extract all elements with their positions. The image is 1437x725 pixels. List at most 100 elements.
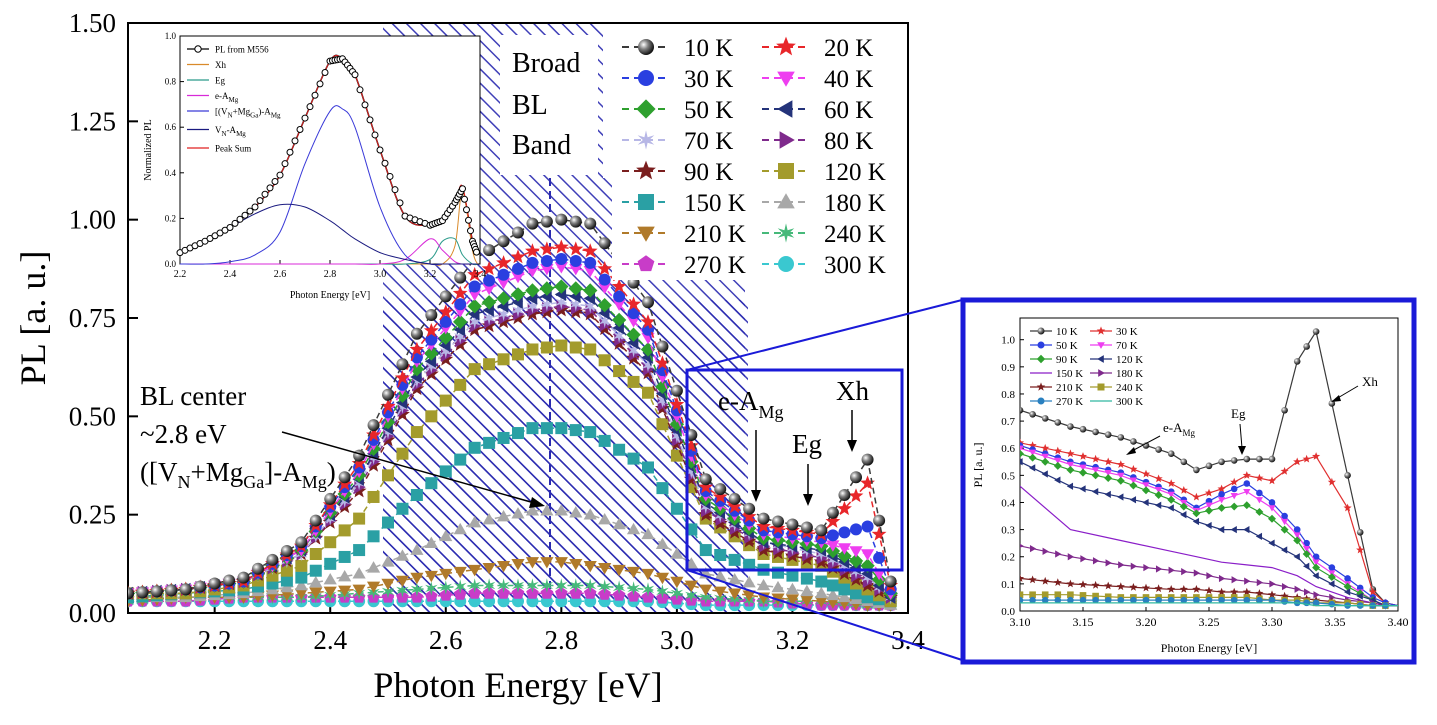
data-point	[453, 314, 468, 330]
data-point	[598, 282, 612, 295]
inset-right-data-point	[1294, 585, 1301, 593]
main-legend: 10 K 20 K 30 K 40 K 50 K 60 K 70 K 80 K 90 K 120 …	[612, 30, 892, 280]
data-point	[656, 418, 669, 431]
inset-right-data-point	[1230, 485, 1238, 493]
eamg-annotation: e-AMg	[718, 386, 784, 502]
inset-right-annotations: e-AMg Eg Xh	[1126, 374, 1378, 455]
inset-right-data-point	[1029, 596, 1036, 604]
legend-marker	[777, 71, 795, 87]
inset-right-legend-label: 90 K	[1056, 354, 1078, 366]
data-point	[438, 304, 454, 319]
inset-right-data-point	[1066, 465, 1075, 474]
data-point	[800, 572, 813, 585]
inset-right-data-point	[1218, 458, 1225, 466]
data-point	[439, 315, 452, 328]
inset-right-data-point	[1029, 591, 1036, 599]
inset-right-data-point	[1255, 497, 1264, 504]
inset-right-data-point	[1344, 575, 1351, 582]
inset-right-data-point	[1356, 529, 1364, 536]
inset-right-xtick-label: 3.20	[1136, 615, 1157, 629]
data-point	[453, 522, 467, 535]
data-point	[670, 576, 684, 589]
data-point	[826, 597, 840, 609]
inset-left-legend-label: PL from M556	[215, 45, 269, 55]
inset-right-data-point	[1269, 580, 1276, 588]
legend-marker	[637, 130, 655, 150]
main-y-axis-label: PL [a. u.]	[13, 251, 53, 386]
inset-right-data-point	[1343, 582, 1352, 591]
data-point	[569, 506, 583, 518]
inset-left-data-point	[301, 114, 309, 122]
inset-right-data-point	[1117, 493, 1124, 501]
inset-right-data-point	[1281, 582, 1289, 591]
inset-right-data-point	[1181, 568, 1188, 576]
inset-right-data-point	[1118, 561, 1125, 569]
inset-right-data-point	[1293, 358, 1301, 365]
inset-right-data-point	[1328, 600, 1336, 608]
inset-left-data-point	[251, 203, 259, 211]
data-point	[742, 590, 756, 602]
data-point	[295, 536, 308, 549]
data-point	[684, 580, 698, 593]
inset-right-data-point	[1312, 572, 1319, 580]
inset-right-data-point	[1327, 477, 1336, 486]
inset-right-ytick-label: 0.5	[1001, 470, 1015, 482]
inset-right-data-point	[1092, 592, 1099, 600]
inset-right-data-point	[1293, 553, 1300, 561]
data-point	[584, 343, 597, 356]
inset-right-data-point	[1155, 565, 1163, 573]
data-point	[425, 309, 438, 322]
inset-right-data-point	[1054, 457, 1062, 465]
inset-right-data-point	[1243, 488, 1251, 496]
data-point	[381, 578, 395, 591]
data-point	[860, 475, 875, 490]
inset-left-xtick-label: 3.2	[424, 269, 437, 280]
inset-right-data-point	[1230, 457, 1238, 464]
inset-right-data-point	[1141, 583, 1151, 592]
data-point	[482, 283, 496, 296]
data-point	[626, 522, 641, 535]
data-point	[352, 584, 366, 596]
data-point	[583, 508, 597, 520]
data-point	[626, 327, 641, 342]
data-point	[525, 557, 540, 569]
data-point	[713, 570, 727, 582]
data-point	[252, 562, 264, 575]
inset-left-data-point	[361, 101, 369, 109]
inset-right-data-point	[1041, 596, 1049, 604]
inset-right-data-point	[1217, 484, 1226, 493]
data-point	[483, 436, 496, 449]
inset-left-legend-label: e-AMg	[215, 91, 239, 104]
inset-right-data-point	[1242, 501, 1251, 510]
inset-right-data-point	[1130, 562, 1138, 570]
inset-left-data-point	[286, 148, 294, 156]
inset-right-xtick-label: 3.25	[1199, 615, 1220, 629]
data-point	[410, 582, 424, 597]
data-point	[510, 249, 526, 264]
data-point	[727, 499, 743, 514]
data-point	[454, 579, 467, 594]
data-point	[670, 428, 684, 444]
data-point	[483, 274, 496, 287]
inset-right-data-point	[1268, 539, 1275, 547]
inset-left-xtick-label: 2.8	[324, 269, 337, 280]
data-point	[598, 579, 611, 594]
data-point	[612, 564, 626, 577]
inset-right-data-point	[1217, 497, 1226, 504]
inset-right-ytick-label: 0.2	[1001, 552, 1015, 564]
data-point	[553, 239, 569, 254]
legend-marker	[638, 39, 654, 55]
inset-right-xtick-label: 3.15	[1073, 615, 1094, 629]
data-point	[338, 550, 351, 563]
inset-right-data-point	[1155, 446, 1162, 453]
inset-right-data-point	[1020, 543, 1024, 548]
inset-right-data-point	[1105, 559, 1112, 567]
inset-right-data-point	[1091, 471, 1100, 480]
inset-right-data-point	[1029, 544, 1037, 553]
data-point	[395, 575, 410, 588]
inset-right-ytick-label: 0.7	[1001, 416, 1015, 428]
data-point	[656, 340, 669, 353]
inset-right-legend-label: 300 K	[1116, 396, 1143, 408]
data-point	[295, 571, 308, 584]
data-point	[512, 427, 524, 440]
